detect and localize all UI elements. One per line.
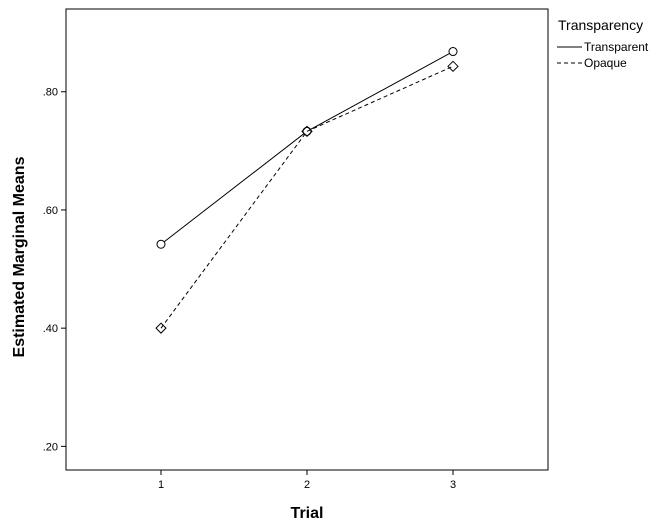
- y-tick-label: .40: [43, 323, 58, 335]
- legend-label-opaque: Opaque: [584, 56, 627, 70]
- data-point-opaque: [301, 125, 313, 138]
- series-layer: [155, 47, 459, 334]
- data-point-transparent: [156, 239, 166, 249]
- x-axis-title: Trial: [291, 505, 324, 522]
- data-point-opaque: [447, 60, 459, 73]
- y-tick-label: .80: [43, 87, 58, 99]
- data-point-transparent: [448, 47, 458, 57]
- x-axis: 1 2 3: [158, 470, 456, 491]
- y-tick-label: .60: [43, 205, 58, 217]
- series-line-transparent: [160, 51, 454, 245]
- legend-title: Transparency: [558, 17, 643, 33]
- plot-area-frame: [65, 8, 549, 471]
- legend-label-transparent: Transparent: [584, 40, 649, 54]
- legend: Transparency Transparent Opaque: [557, 17, 649, 70]
- x-tick-label: 2: [304, 479, 310, 491]
- y-axis: .20 .40 .60 .80: [43, 87, 66, 453]
- series-line-opaque: [160, 65, 454, 329]
- y-axis-title: Estimated Marginal Means: [11, 156, 28, 357]
- x-tick-label: 1: [158, 479, 164, 491]
- data-point-opaque: [155, 322, 167, 334]
- y-tick-label: .20: [43, 441, 58, 453]
- x-tick-label: 3: [450, 479, 456, 491]
